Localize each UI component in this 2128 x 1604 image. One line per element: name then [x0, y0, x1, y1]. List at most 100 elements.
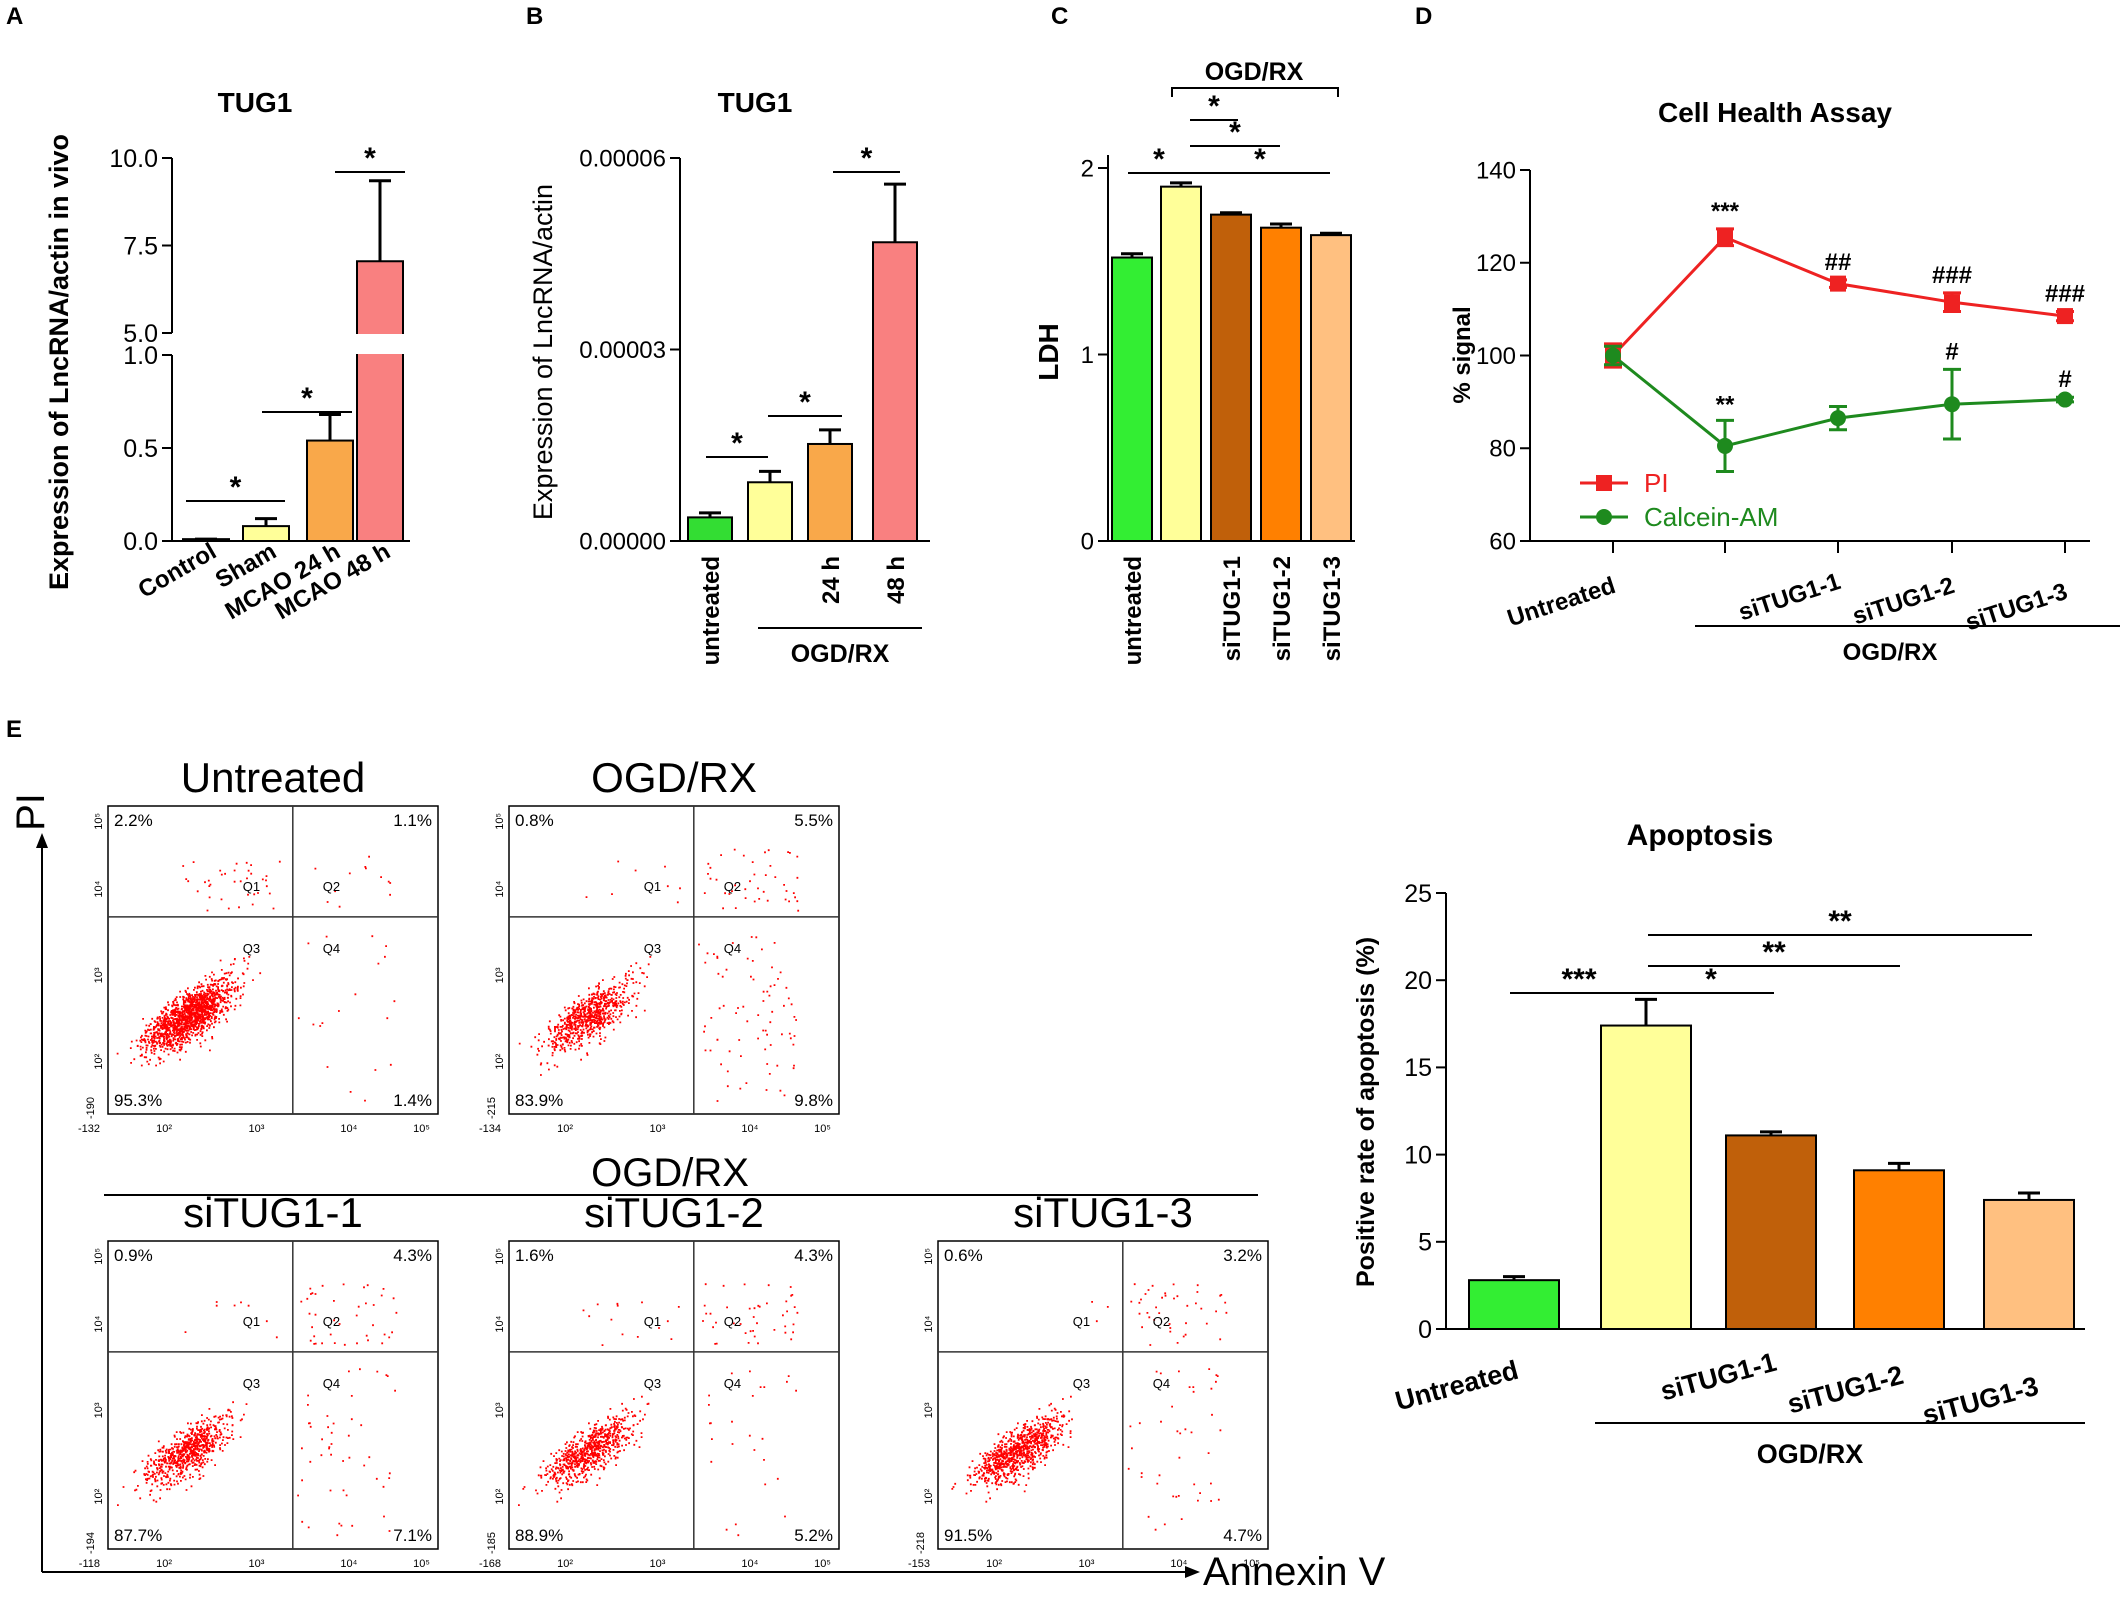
panel-e-y-tick-label: 15	[1404, 1054, 1432, 1082]
panel-c-bar-4	[1310, 234, 1352, 542]
panel-b-bar-0	[687, 516, 733, 542]
panel-c-y-tick-label: 2	[1081, 155, 1094, 182]
flow-y-min: -215	[486, 1097, 498, 1119]
panel-a-title: TUG1	[218, 87, 293, 118]
flow-y-min: -218	[915, 1532, 927, 1554]
panel-a-bars	[160, 179, 410, 543]
panel-d-point	[1605, 347, 1621, 364]
flow-quadrant-label: Q3	[243, 1376, 260, 1391]
panel-d-point	[2057, 391, 2073, 408]
flow-y-tick: 10²	[923, 1488, 935, 1504]
panel-b-sig-1-label: *	[799, 386, 811, 419]
panel-c-y-ticks: 0 1 2	[1081, 155, 1108, 555]
panel-a-axis-break	[160, 334, 410, 354]
flow-quadrant-label: Q3	[1073, 1376, 1090, 1391]
panel-d-legend: PI Calcein-AM	[1580, 468, 1778, 532]
flow-plot-frame	[107, 1240, 439, 1550]
flow-y-tick: 10³	[93, 967, 105, 983]
flow-q4-percent: 5.2%	[794, 1526, 833, 1545]
panel-e-bar-x-labels: Untreated siTUG1-1 siTUG1-2 siTUG1-3	[1392, 1347, 2042, 1431]
flow-x-tick: 10²	[557, 1558, 573, 1570]
flow-q3-percent: 87.7%	[114, 1526, 162, 1545]
panel-d-point	[1944, 294, 1960, 311]
panel-c-bar-1	[1160, 185, 1202, 542]
flow-quadrant-label: Q2	[323, 1314, 340, 1329]
panel-letter-d: D	[1415, 3, 1432, 30]
panel-e-sig-0-label: ***	[1561, 963, 1596, 996]
panel-a-sig-0-label: *	[230, 471, 242, 504]
flow-y-tick: 10²	[93, 1488, 105, 1504]
flow-plot-title: siTUG1-3	[1013, 1189, 1193, 1236]
flow-q1-percent: 0.6%	[944, 1246, 983, 1265]
panel-d-point	[1717, 229, 1733, 246]
panel-b-title: TUG1	[718, 87, 793, 118]
panel-d-x-label: siTUG1-3	[1962, 578, 2071, 636]
flow-q2-percent: 5.5%	[794, 811, 833, 830]
panel-d-x-label: siTUG1-1	[1735, 568, 1844, 626]
flow-y-tick: 10⁵	[93, 1248, 105, 1265]
flow-y-tick: 10⁴	[494, 880, 506, 897]
panel-e-sig-1-label: *	[1705, 963, 1717, 996]
panel-a-sig-2-label: *	[364, 142, 376, 175]
panel-d-series: ***## ######**##	[1604, 198, 2085, 473]
flow-y-tick: 10³	[93, 1402, 105, 1418]
panel-e-bar-2	[1725, 1134, 1817, 1331]
flow-quadrant-label: Q2	[1153, 1314, 1170, 1329]
flow-y-min: -185	[486, 1532, 498, 1554]
panel-d-significance: ###	[1932, 262, 1972, 289]
panel-d-x-label: Untreated	[1504, 572, 1619, 632]
flow-q3-percent: 91.5%	[944, 1526, 992, 1545]
panel-e-bar-ylabel: Positive rate of apoptosis (%)	[1352, 937, 1380, 1287]
panel-b: TUG1 Expression of LncRNA/actin 0.000000…	[528, 87, 930, 668]
flow-quadrant-label: Q3	[644, 1376, 661, 1391]
panel-d-y-tick-label: 100	[1476, 343, 1516, 370]
panel-d-point	[1944, 396, 1960, 413]
flow-plot-1: OGD/RX 0.8% 5.5% 83.9% 9.8% Q1 Q2 Q3 Q4 10² 10² 10³…	[479, 754, 840, 1135]
flow-x-tick: 10⁵	[413, 1558, 430, 1570]
flow-y-min: -190	[85, 1097, 97, 1119]
flow-x-tick: 10⁵	[1243, 1558, 1260, 1570]
flow-q3-percent: 88.9%	[515, 1526, 563, 1545]
panel-b-bar-2	[807, 442, 853, 542]
panel-c-x-labels: untreated siTUG1-1 siTUG1-2 siTUG1-3	[1120, 556, 1346, 665]
panel-e-bar-significance: *** *****	[1510, 905, 2032, 996]
flow-quadrant-label: Q2	[724, 879, 741, 894]
panel-d-ylabel: % signal	[1449, 306, 1476, 403]
flow-y-min: -194	[85, 1532, 97, 1554]
panel-d-legend-label: Calcein-AM	[1644, 502, 1778, 532]
panel-c-bar-2	[1210, 213, 1252, 542]
panel-letter-c: C	[1051, 3, 1068, 30]
flow-quadrant-label: Q2	[323, 879, 340, 894]
panel-e-x-label: siTUG1-3	[1919, 1371, 2041, 1431]
flow-plot-title: siTUG1-1	[183, 1189, 363, 1236]
panel-e-y-tick-label: 20	[1404, 967, 1432, 995]
panel-d-y-tick-label: 120	[1476, 250, 1516, 277]
panel-c-sig-2-label: *	[1229, 116, 1241, 149]
flow-quadrant-label: Q4	[323, 941, 340, 956]
flow-x-min: -134	[479, 1123, 501, 1135]
panel-d-point	[1830, 275, 1846, 292]
flow-x-min: -168	[479, 1558, 501, 1570]
panel-c-y-tick-label: 1	[1081, 342, 1094, 369]
flow-y-tick: 10²	[494, 1053, 506, 1069]
panel-letter-a: A	[6, 3, 23, 30]
flow-x-tick: 10³	[249, 1123, 265, 1135]
panel-b-bar-3	[872, 241, 918, 542]
panel-b-x-labels: untreated 24 h 48 h	[698, 556, 910, 665]
flow-q1-percent: 1.6%	[515, 1246, 554, 1265]
flow-x-tick: 10²	[557, 1123, 573, 1135]
flow-y-tick: 10³	[494, 1402, 506, 1418]
flow-x-tick: 10²	[156, 1558, 172, 1570]
flow-y-tick: 10³	[494, 967, 506, 983]
panel-e-x-label: siTUG1-2	[1784, 1360, 1906, 1420]
panel-e-bar-3	[1853, 1169, 1945, 1331]
panel-d-significance: ***	[1711, 198, 1740, 225]
flow-quadrant-label: Q3	[644, 941, 661, 956]
panel-b-y-tick-label: 0.00000	[579, 528, 666, 555]
panel-c-sig-1-label: *	[1208, 90, 1220, 123]
panel-d-point	[1830, 410, 1846, 427]
panel-a-y-tick-label: 7.5	[123, 232, 158, 260]
panel-e-flow-ylabel: PI	[9, 793, 53, 831]
panel-c-significance: * * * *	[1128, 90, 1330, 176]
flow-x-tick: 10⁵	[814, 1123, 831, 1135]
